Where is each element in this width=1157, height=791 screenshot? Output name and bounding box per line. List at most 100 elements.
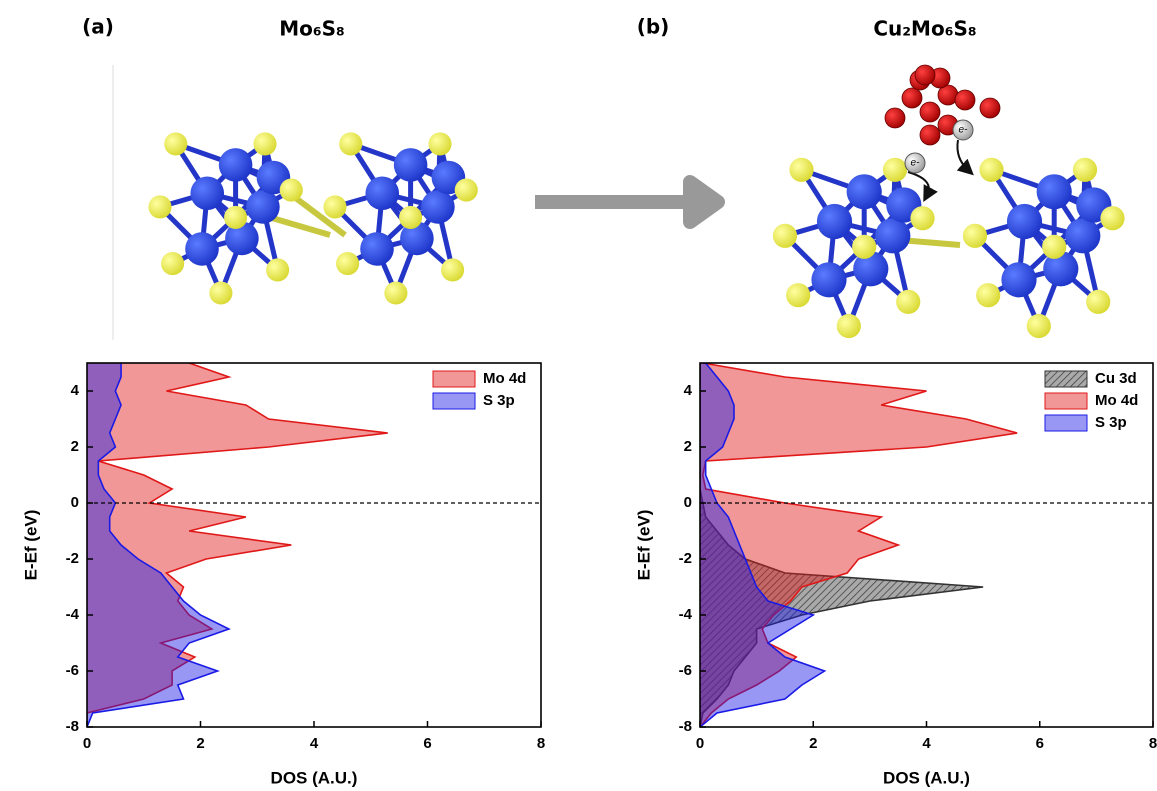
- s-atom: [852, 235, 876, 259]
- o-atom: [902, 88, 922, 108]
- s-atom: [1073, 158, 1097, 182]
- y-tick-label: -6: [66, 662, 79, 679]
- s-atom: [883, 158, 907, 182]
- y-tick-label: 2: [684, 438, 692, 455]
- legend-swatch: [1045, 415, 1087, 431]
- y-tick-label: 2: [71, 438, 79, 455]
- x-axis-title: DOS (A.U.): [271, 768, 358, 787]
- s-atom: [1027, 314, 1051, 338]
- legend-label: Cu 3d: [1095, 370, 1137, 387]
- s-atom: [896, 290, 920, 314]
- s-atom: [441, 258, 464, 281]
- mo-atom: [817, 204, 852, 239]
- mo-atom: [365, 176, 399, 210]
- y-tick-label: 0: [71, 494, 79, 511]
- mo-atom: [185, 232, 219, 266]
- s-atom: [266, 258, 289, 281]
- legend-swatch: [1045, 371, 1087, 387]
- x-tick-label: 6: [1036, 735, 1044, 752]
- x-tick-label: 8: [537, 735, 545, 752]
- s-atom: [161, 252, 184, 275]
- electron-arrow: [957, 140, 968, 170]
- plot-area: [87, 363, 388, 727]
- mo-atom: [875, 218, 910, 253]
- o-atom: [955, 90, 975, 110]
- x-tick-label: 0: [696, 735, 704, 752]
- legend-label: S 3p: [1095, 414, 1127, 431]
- plot-area: [700, 363, 1017, 727]
- y-axis-title: E-Ef (eV): [21, 510, 40, 581]
- x-tick-label: 2: [809, 735, 817, 752]
- legend-swatch: [1045, 393, 1087, 409]
- o-atom: [980, 98, 1000, 118]
- s-atom: [1086, 290, 1110, 314]
- legend-label: S 3p: [483, 392, 515, 409]
- panel-title: Cu₂Mo₆S₈: [873, 17, 976, 41]
- x-tick-label: 8: [1149, 735, 1157, 752]
- mo-atom: [246, 190, 280, 224]
- o-atom: [920, 125, 940, 145]
- s-atom: [963, 224, 987, 248]
- figure: (a) Mo₆S₈ (b) Cu₂Mo₆S₈ e- e- 02468-8-6-4…: [0, 0, 1157, 791]
- s-atom: [209, 281, 232, 304]
- s-atom: [253, 132, 276, 155]
- y-tick-label: 4: [684, 382, 693, 399]
- x-tick-label: 6: [423, 735, 431, 752]
- x-tick-label: 2: [196, 735, 204, 752]
- panel-label: (b): [637, 15, 670, 39]
- s-atom: [773, 224, 797, 248]
- x-tick-label: 0: [83, 735, 91, 752]
- s-atom: [1042, 235, 1066, 259]
- s-atom: [976, 283, 1000, 307]
- s-atom: [455, 179, 478, 202]
- mo-atom: [421, 190, 455, 224]
- s-atom: [164, 132, 187, 155]
- y-tick-label: -4: [679, 606, 693, 623]
- mo-atom: [394, 148, 428, 182]
- s-atom: [399, 206, 422, 229]
- mo-atom: [1065, 218, 1100, 253]
- legend-label: Mo 4d: [483, 370, 526, 387]
- o-atom: [920, 102, 940, 122]
- s-atom: [148, 195, 171, 218]
- s-atom: [323, 195, 346, 218]
- y-tick-label: -2: [679, 550, 692, 567]
- s-atom: [979, 158, 1003, 182]
- mo-atom: [360, 232, 394, 266]
- electron-label: e-: [959, 125, 969, 136]
- reaction-arrow: [535, 182, 718, 222]
- s-atom: [837, 314, 861, 338]
- electron-label: e-: [911, 158, 921, 169]
- s-atom: [789, 158, 813, 182]
- y-tick-label: -2: [66, 550, 79, 567]
- mo-atom: [190, 176, 224, 210]
- y-tick-label: -4: [66, 606, 80, 623]
- legend-swatch: [433, 371, 475, 387]
- o-atom: [885, 108, 905, 128]
- y-tick-label: -8: [679, 718, 692, 735]
- o-atom: [915, 65, 935, 85]
- legend-label: Mo 4d: [1095, 392, 1138, 409]
- s-atom: [224, 206, 247, 229]
- y-tick-label: 0: [684, 494, 692, 511]
- s-atom: [384, 281, 407, 304]
- panel-label: (a): [82, 15, 114, 39]
- s-atom: [339, 132, 362, 155]
- legend-swatch: [433, 393, 475, 409]
- s-atom: [910, 206, 934, 230]
- mo-atom: [847, 174, 882, 209]
- y-axis-title: E-Ef (eV): [634, 510, 653, 581]
- mo-atom: [1001, 262, 1036, 297]
- mo-atom: [1037, 174, 1072, 209]
- s-atom: [786, 283, 810, 307]
- x-tick-label: 4: [922, 735, 931, 752]
- y-tick-label: -6: [679, 662, 692, 679]
- mo-atom: [1007, 204, 1042, 239]
- s-atom: [336, 252, 359, 275]
- y-tick-label: 4: [71, 382, 80, 399]
- s-atom: [428, 132, 451, 155]
- x-tick-label: 4: [310, 735, 319, 752]
- s-atom: [1100, 206, 1124, 230]
